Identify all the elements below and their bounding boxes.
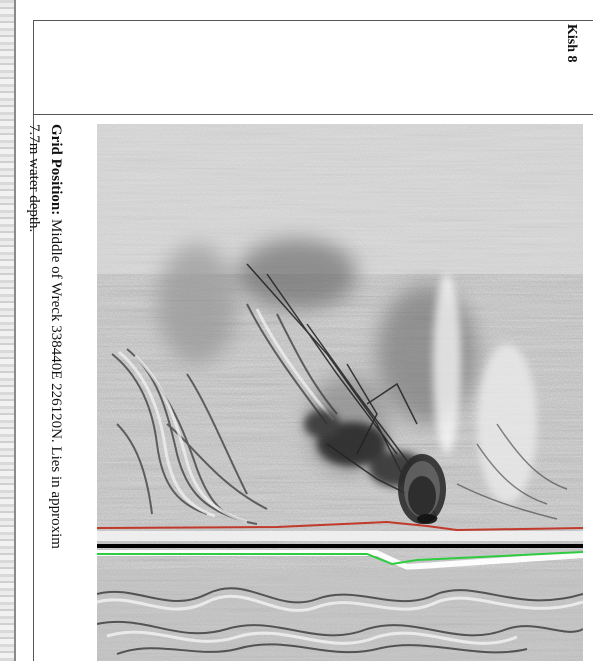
caption-label: Grid Position: bbox=[48, 124, 64, 216]
caption-line-1: Middle of Wreck 338440E 226120N. Lies in… bbox=[48, 215, 64, 549]
page-title: Kish 8 bbox=[564, 24, 579, 63]
header-divider bbox=[33, 114, 593, 115]
scan-edge-line bbox=[14, 0, 16, 661]
page-border bbox=[33, 20, 593, 661]
grid-position-caption: Grid Position: Middle of Wreck 338440E 2… bbox=[46, 124, 66, 549]
sonar-image bbox=[97, 124, 583, 661]
caption-line-2: 7.7m water depth. bbox=[26, 124, 42, 233]
scan-edge bbox=[0, 0, 16, 661]
